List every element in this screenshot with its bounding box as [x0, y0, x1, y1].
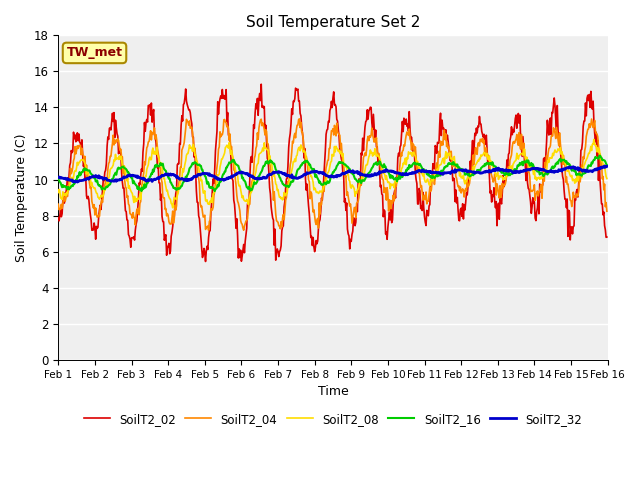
SoilT2_04 [177, 164, 184, 170]
SoilT2_32 [54, 174, 62, 180]
SoilT2_16 [65, 184, 72, 190]
SoilT2_02 [257, 81, 265, 87]
SoilT2_02 [177, 142, 184, 147]
SoilT2_32 [65, 177, 72, 183]
SoilT2_04 [121, 177, 129, 183]
SoilT2_08 [54, 190, 62, 195]
SoilT2_08 [169, 205, 177, 211]
SoilT2_32 [122, 174, 129, 180]
SoilT2_02 [202, 259, 209, 264]
SoilT2_08 [416, 167, 424, 172]
SoilT2_08 [590, 137, 598, 143]
SoilT2_32 [400, 172, 408, 178]
SoilT2_16 [400, 171, 408, 177]
SoilT2_02 [417, 206, 424, 212]
SoilT2_08 [206, 198, 214, 204]
Line: SoilT2_32: SoilT2_32 [58, 166, 607, 182]
Text: TW_met: TW_met [67, 47, 122, 60]
SoilT2_32 [177, 176, 185, 182]
Title: Soil Temperature Set 2: Soil Temperature Set 2 [246, 15, 420, 30]
SoilT2_02 [121, 196, 129, 202]
SoilT2_02 [54, 215, 62, 220]
SoilT2_32 [206, 173, 214, 179]
SoilT2_16 [205, 184, 213, 190]
SoilT2_04 [603, 208, 611, 214]
SoilT2_04 [65, 187, 72, 193]
Line: SoilT2_16: SoilT2_16 [58, 156, 607, 191]
SoilT2_04 [401, 143, 408, 149]
SoilT2_32 [71, 179, 79, 185]
SoilT2_02 [603, 234, 611, 240]
Line: SoilT2_04: SoilT2_04 [58, 119, 607, 230]
SoilT2_02 [206, 228, 214, 234]
SoilT2_08 [121, 164, 129, 169]
Line: SoilT2_08: SoilT2_08 [58, 140, 607, 208]
SoilT2_16 [416, 161, 424, 167]
SoilT2_04 [417, 185, 424, 191]
SoilT2_32 [416, 168, 424, 174]
SoilT2_04 [296, 116, 303, 122]
SoilT2_16 [177, 185, 184, 191]
SoilT2_04 [205, 228, 212, 233]
SoilT2_02 [401, 120, 408, 126]
SoilT2_08 [400, 161, 408, 167]
Y-axis label: Soil Temperature (C): Soil Temperature (C) [15, 133, 28, 262]
SoilT2_32 [603, 163, 611, 169]
SoilT2_04 [54, 201, 62, 207]
SoilT2_32 [601, 163, 609, 169]
SoilT2_08 [65, 185, 72, 191]
SoilT2_16 [121, 166, 129, 171]
SoilT2_04 [206, 217, 214, 223]
Line: SoilT2_02: SoilT2_02 [58, 84, 607, 262]
SoilT2_16 [596, 153, 604, 158]
SoilT2_16 [54, 177, 62, 182]
SoilT2_08 [177, 178, 185, 183]
SoilT2_16 [603, 162, 611, 168]
SoilT2_02 [65, 181, 72, 187]
SoilT2_08 [603, 176, 611, 181]
X-axis label: Time: Time [317, 385, 348, 398]
SoilT2_16 [211, 188, 218, 194]
Legend: SoilT2_02, SoilT2_04, SoilT2_08, SoilT2_16, SoilT2_32: SoilT2_02, SoilT2_04, SoilT2_08, SoilT2_… [79, 408, 587, 431]
